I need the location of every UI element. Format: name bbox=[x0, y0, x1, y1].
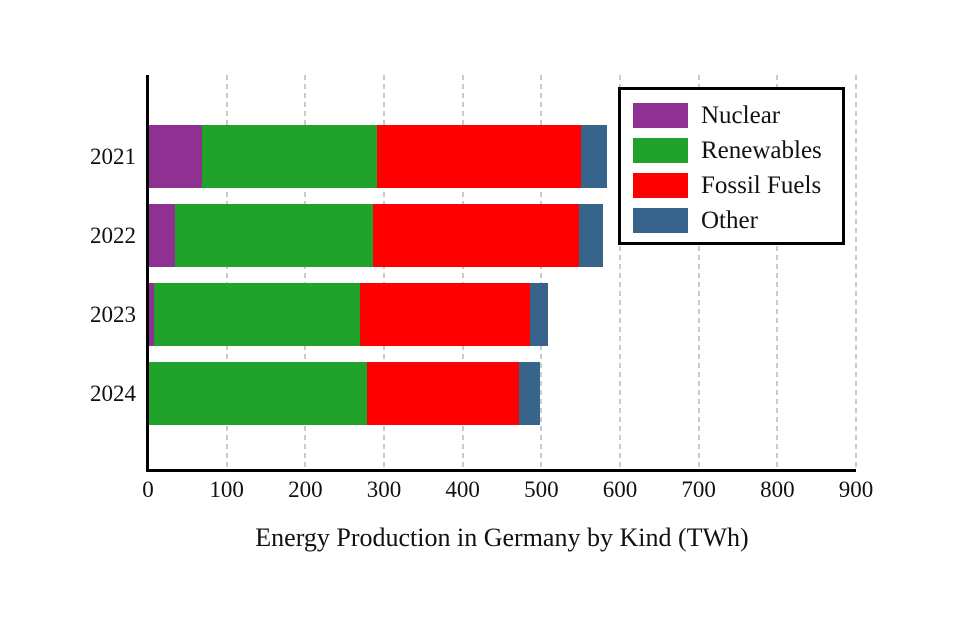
gridline-300 bbox=[383, 75, 385, 470]
bar-segment-2021-renewables bbox=[202, 125, 377, 188]
legend: Nuclear Renewables Fossil Fuels Other bbox=[618, 87, 845, 245]
gridline-600 bbox=[619, 75, 621, 470]
legend-label-nuclear: Nuclear bbox=[701, 102, 781, 129]
x-tick-label-0: 0 bbox=[142, 477, 154, 502]
bar-segment-2022-fossil-fuels bbox=[372, 204, 580, 267]
legend-label-renewables: Renewables bbox=[701, 137, 822, 164]
bar-2023 bbox=[148, 283, 856, 346]
legend-item-nuclear: Nuclear bbox=[633, 98, 830, 133]
bar-segment-2024-other bbox=[518, 362, 540, 425]
x-tick-label-300: 300 bbox=[366, 477, 402, 502]
y-tick-label-2021: 2021 bbox=[90, 144, 136, 169]
legend-label-fossil-fuels: Fossil Fuels bbox=[701, 172, 822, 199]
x-axis-tick-labels: 0 100 200 300 400 500 600 700 800 900 bbox=[142, 477, 873, 507]
gridline-900 bbox=[855, 75, 857, 470]
x-tick-label-400: 400 bbox=[445, 477, 480, 502]
y-axis-spine bbox=[146, 75, 149, 472]
legend-item-fossil-fuels: Fossil Fuels bbox=[633, 168, 830, 203]
x-axis-spine bbox=[146, 469, 856, 472]
bar-segment-2024-renewables bbox=[148, 362, 368, 425]
legend-swatch-renewables bbox=[633, 138, 688, 163]
bar-segment-2022-renewables bbox=[174, 204, 373, 267]
gridline-800 bbox=[776, 75, 779, 470]
bar-segment-2022-nuclear bbox=[148, 204, 175, 267]
bar-segment-2023-renewables bbox=[153, 283, 360, 346]
gridline-700 bbox=[697, 75, 700, 470]
y-tick-label-2022: 2022 bbox=[90, 223, 136, 248]
x-axis-title: Energy Production in Germany by Kind (TW… bbox=[255, 523, 749, 552]
legend-item-renewables: Renewables bbox=[633, 133, 830, 168]
bar-segment-2023-fossil-fuels bbox=[359, 283, 530, 346]
x-tick-label-900: 900 bbox=[838, 477, 874, 502]
legend-swatch-other bbox=[633, 208, 688, 233]
y-tick-label-2024: 2024 bbox=[90, 381, 136, 406]
bar-segment-2021-fossil-fuels bbox=[376, 125, 582, 188]
x-tick-label-600: 600 bbox=[602, 477, 638, 502]
bar-segment-2021-nuclear bbox=[148, 125, 203, 188]
plot-area bbox=[146, 75, 857, 472]
bar-2021 bbox=[148, 125, 856, 188]
gridline-100 bbox=[225, 75, 228, 470]
gridline-500 bbox=[540, 75, 543, 470]
gridline-400 bbox=[461, 75, 464, 470]
bar-segment-2023-other bbox=[529, 283, 548, 346]
legend-swatch-nuclear bbox=[633, 103, 688, 128]
x-tick-label-700: 700 bbox=[681, 477, 716, 502]
bar-segment-2022-other bbox=[579, 204, 604, 267]
legend-item-other: Other bbox=[633, 203, 830, 238]
x-tick-label-800: 800 bbox=[760, 477, 795, 502]
y-tick-label-2023: 2023 bbox=[90, 302, 136, 327]
bar-segment-2021-other bbox=[581, 125, 608, 188]
gridline-200 bbox=[304, 75, 307, 470]
x-tick-label-100: 100 bbox=[209, 477, 244, 502]
y-axis-labels: 2021 2022 2023 2024 bbox=[0, 75, 136, 470]
x-tick-label-500: 500 bbox=[524, 477, 559, 502]
bar-2022 bbox=[148, 204, 856, 267]
bar-segment-2024-fossil-fuels bbox=[367, 362, 519, 425]
legend-swatch-fossil-fuels bbox=[633, 173, 688, 198]
bar-2024 bbox=[148, 362, 856, 425]
legend-label-other: Other bbox=[701, 207, 758, 234]
x-tick-label-200: 200 bbox=[288, 477, 323, 502]
bar-segment-2023-nuclear bbox=[148, 283, 154, 346]
